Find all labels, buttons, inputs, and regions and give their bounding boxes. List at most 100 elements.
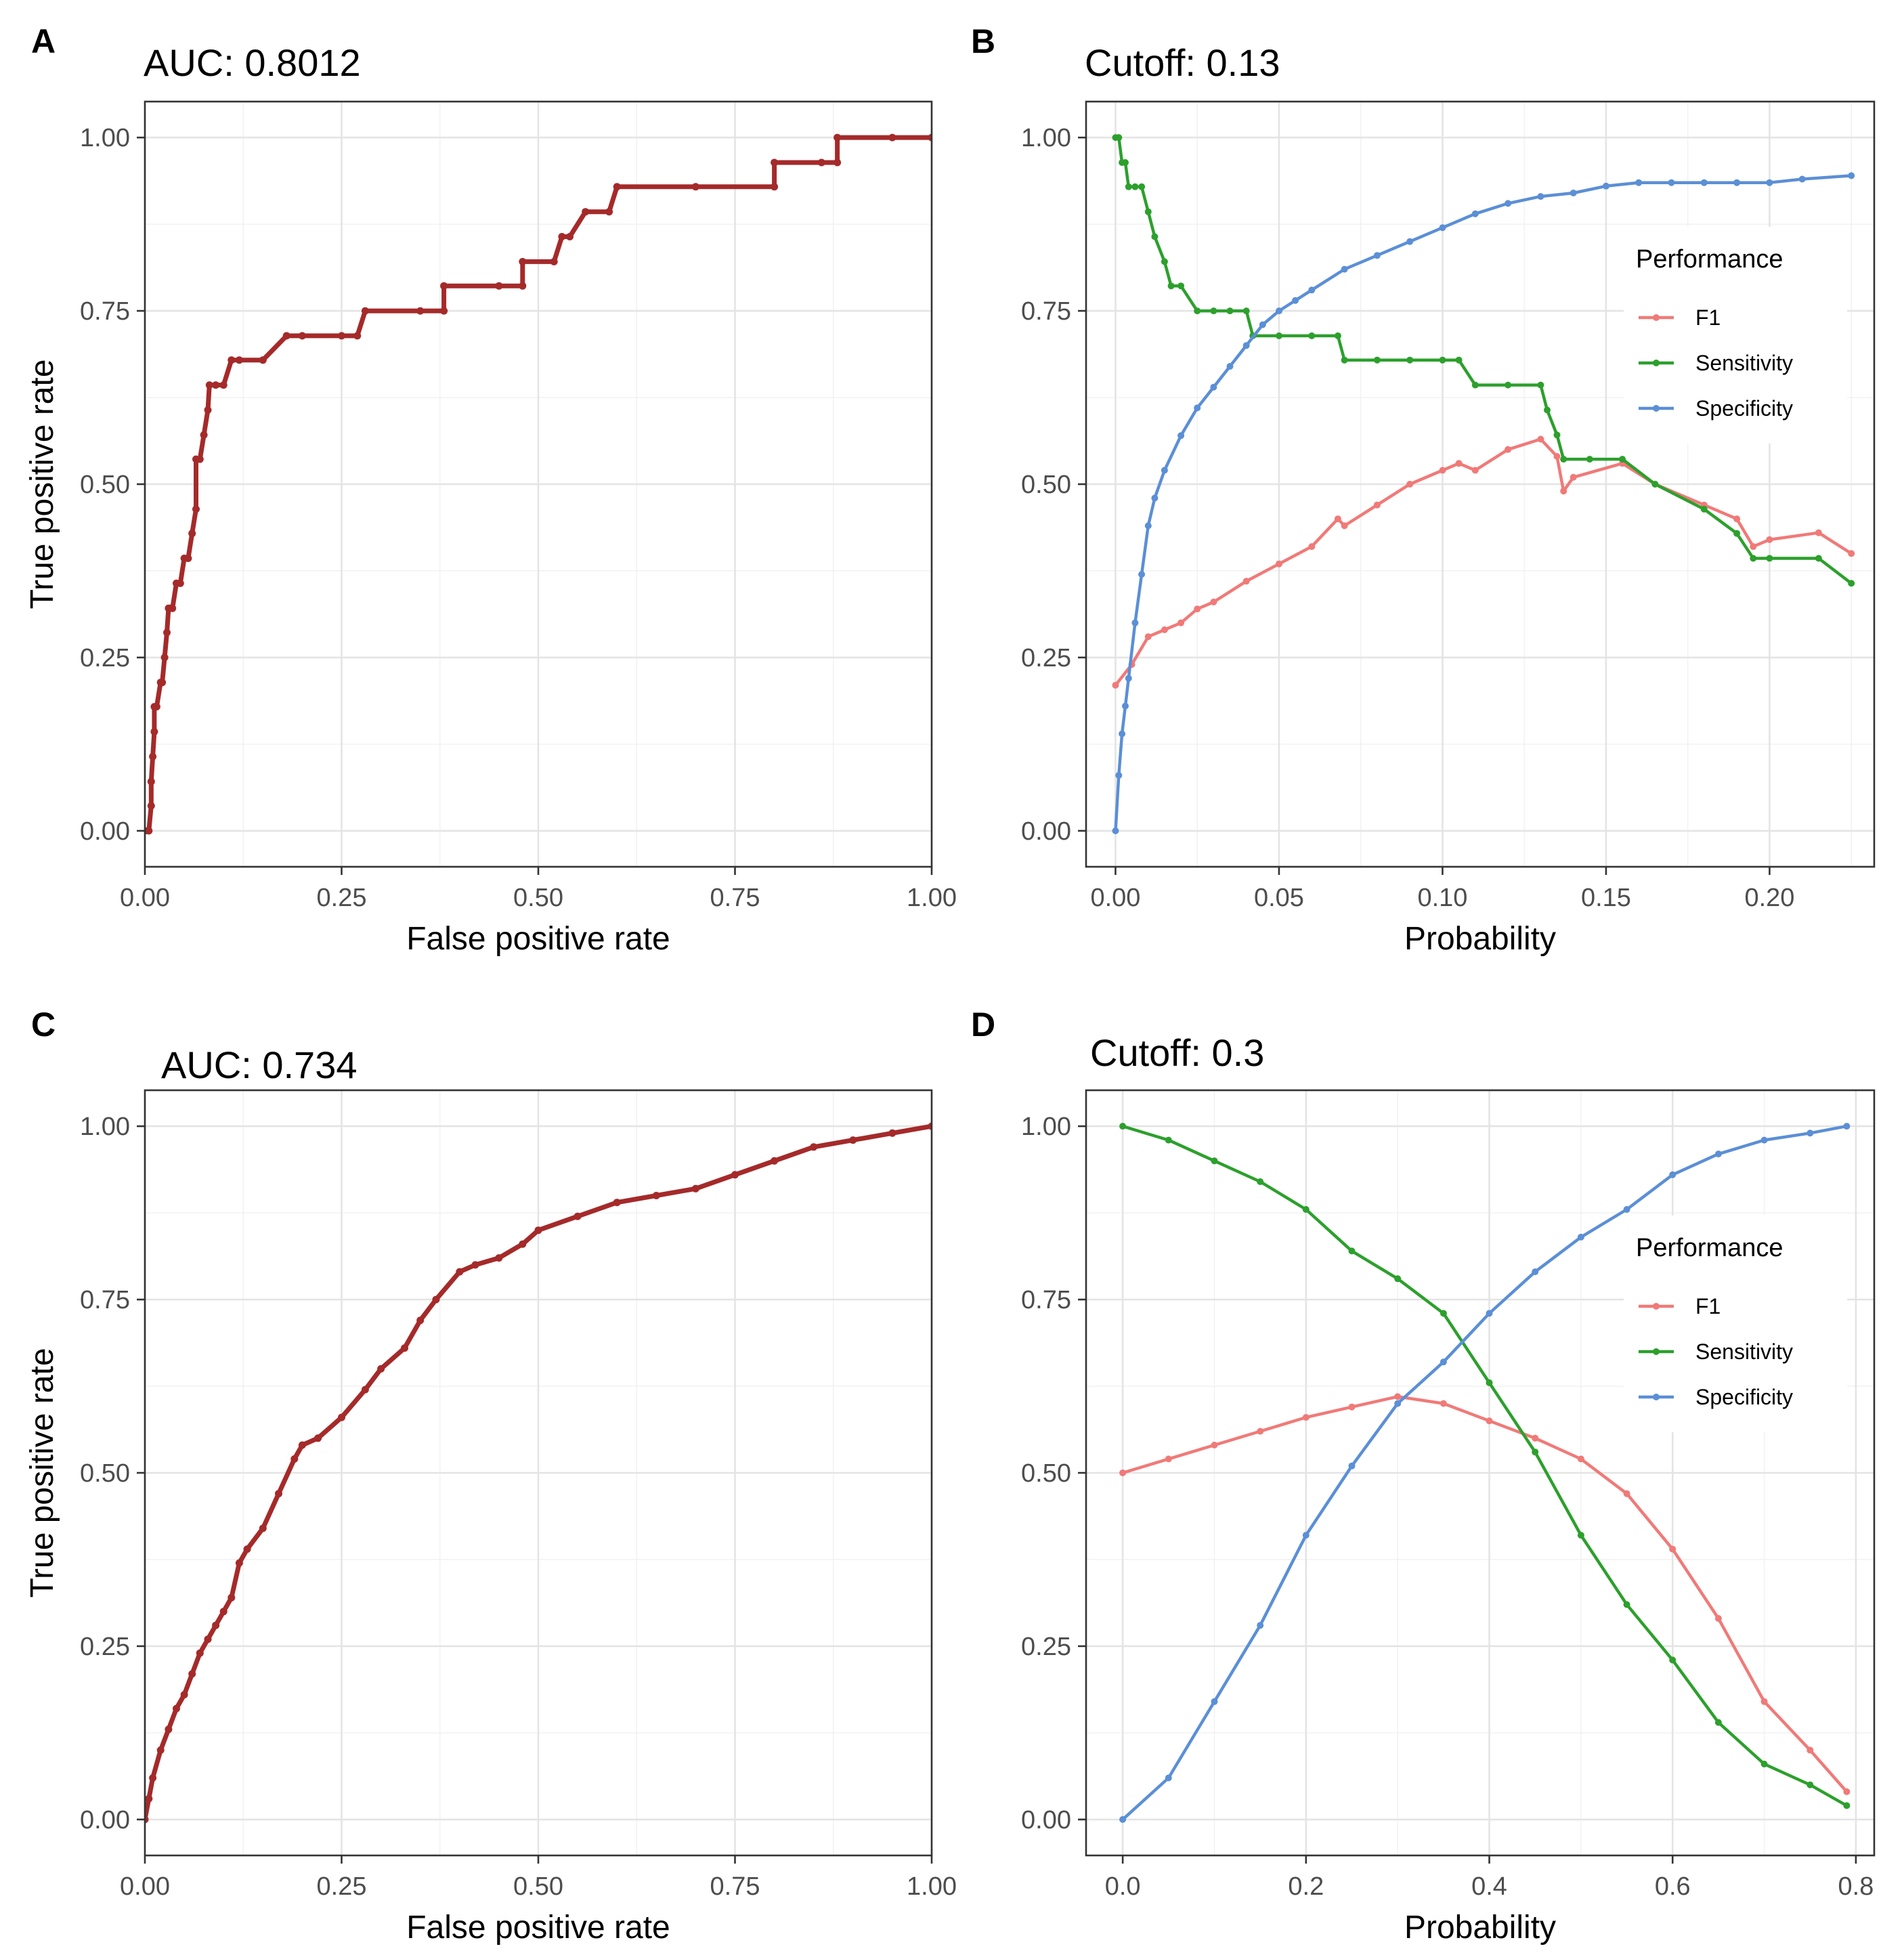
data-point — [1760, 1698, 1768, 1705]
data-point — [1210, 383, 1217, 391]
data-point — [1406, 238, 1414, 245]
data-point — [1766, 179, 1773, 186]
data-point — [1486, 1417, 1493, 1425]
data-point — [928, 1122, 932, 1130]
y-tick-label: 0.25 — [80, 1633, 130, 1661]
data-point — [1750, 543, 1757, 551]
data-point — [200, 431, 208, 439]
data-point — [1394, 1393, 1402, 1400]
data-point — [1119, 730, 1126, 737]
legend: Performance F1 Sensitivity Specificity — [1624, 227, 1847, 444]
legend-item-f1: F1 — [1639, 305, 1721, 330]
data-point — [1623, 1490, 1630, 1497]
data-point — [1570, 473, 1577, 481]
data-point — [1211, 1157, 1218, 1165]
data-point — [1276, 307, 1282, 315]
data-point — [1848, 550, 1855, 557]
data-point — [1537, 435, 1544, 443]
y-tick-label: 0.25 — [80, 644, 130, 672]
data-point — [1211, 1442, 1218, 1448]
data-point — [219, 1608, 228, 1616]
data-point — [1806, 1746, 1814, 1754]
data-point — [1242, 578, 1250, 585]
panel-letter: A — [31, 22, 56, 60]
data-point — [1623, 1206, 1630, 1213]
x-tick-label: 0.15 — [1581, 884, 1631, 912]
data-point — [188, 1670, 196, 1678]
data-point — [1165, 1136, 1172, 1144]
panel-letter: C — [31, 1006, 56, 1044]
data-point — [1760, 1761, 1768, 1767]
data-point — [145, 1795, 153, 1803]
data-point — [1161, 626, 1168, 633]
data-point — [338, 332, 345, 340]
data-point — [1125, 674, 1132, 682]
y-tick-label: 0.25 — [1021, 1633, 1071, 1661]
data-point — [1486, 1310, 1493, 1317]
data-point — [235, 356, 243, 364]
y-axis-label: True positive rate — [24, 1348, 60, 1597]
data-point — [534, 1226, 542, 1234]
data-point — [731, 1171, 739, 1179]
data-point — [212, 1621, 220, 1629]
y-tick-label: 1.00 — [1021, 1113, 1071, 1141]
legend-key-point — [1653, 1348, 1660, 1355]
data-point — [1635, 179, 1643, 186]
data-point — [1210, 307, 1217, 315]
data-point — [1144, 522, 1152, 530]
x-tick-label: 0.75 — [710, 1872, 760, 1901]
data-point — [1373, 356, 1381, 364]
data-point — [771, 1157, 779, 1165]
data-point — [1308, 543, 1316, 551]
data-point — [1669, 1171, 1676, 1178]
data-point — [1532, 1434, 1539, 1442]
data-point — [652, 1192, 660, 1199]
y-tick-label: 1.00 — [1021, 124, 1071, 152]
data-point — [1440, 1400, 1447, 1407]
series-f1 — [1112, 435, 1855, 689]
data-point — [1122, 159, 1129, 166]
y-tick-label: 0.00 — [1021, 817, 1071, 846]
data-point — [165, 1725, 173, 1734]
data-point — [259, 1524, 267, 1532]
data-point — [147, 777, 155, 786]
data-point — [1131, 183, 1139, 190]
data-point — [188, 530, 196, 538]
data-point — [1112, 827, 1119, 834]
panel-letter: B — [971, 22, 995, 60]
data-point — [282, 332, 290, 340]
data-point — [196, 455, 204, 463]
x-tick-label: 0.50 — [513, 884, 563, 912]
legend-label: Sensitivity — [1695, 1339, 1793, 1364]
legend-title: Performance — [1636, 1234, 1783, 1262]
data-point — [192, 505, 200, 513]
data-point — [290, 1455, 299, 1463]
data-point — [298, 332, 306, 340]
data-point — [180, 1691, 188, 1699]
data-point — [1138, 571, 1146, 578]
x-axis-label: False positive rate — [406, 921, 670, 957]
data-point — [1257, 1622, 1264, 1629]
x-tick-label: 0.50 — [513, 1872, 563, 1901]
data-point — [1341, 265, 1348, 273]
data-point — [1439, 467, 1446, 474]
data-point — [558, 233, 566, 240]
data-point — [1226, 363, 1234, 370]
data-point — [156, 1746, 165, 1754]
x-tick-label: 0.25 — [317, 884, 367, 912]
y-tick-label: 0.50 — [80, 471, 130, 499]
x-tick-label: 0.20 — [1744, 884, 1794, 912]
data-point — [1406, 481, 1414, 488]
data-point — [495, 282, 503, 290]
series-line-sensitivity — [1114, 135, 1853, 585]
x-tick-label: 0.0 — [1105, 1872, 1141, 1901]
data-point — [1242, 342, 1250, 349]
chart-title: AUC: 0.734 — [161, 1044, 358, 1086]
data-point — [1348, 1462, 1356, 1469]
y-axis-label: True positive rate — [24, 359, 60, 609]
series-roc — [145, 133, 932, 835]
data-point — [1348, 1403, 1356, 1411]
y-tick-label: 0.50 — [1021, 1459, 1071, 1488]
panel-letter: D — [971, 1006, 995, 1044]
